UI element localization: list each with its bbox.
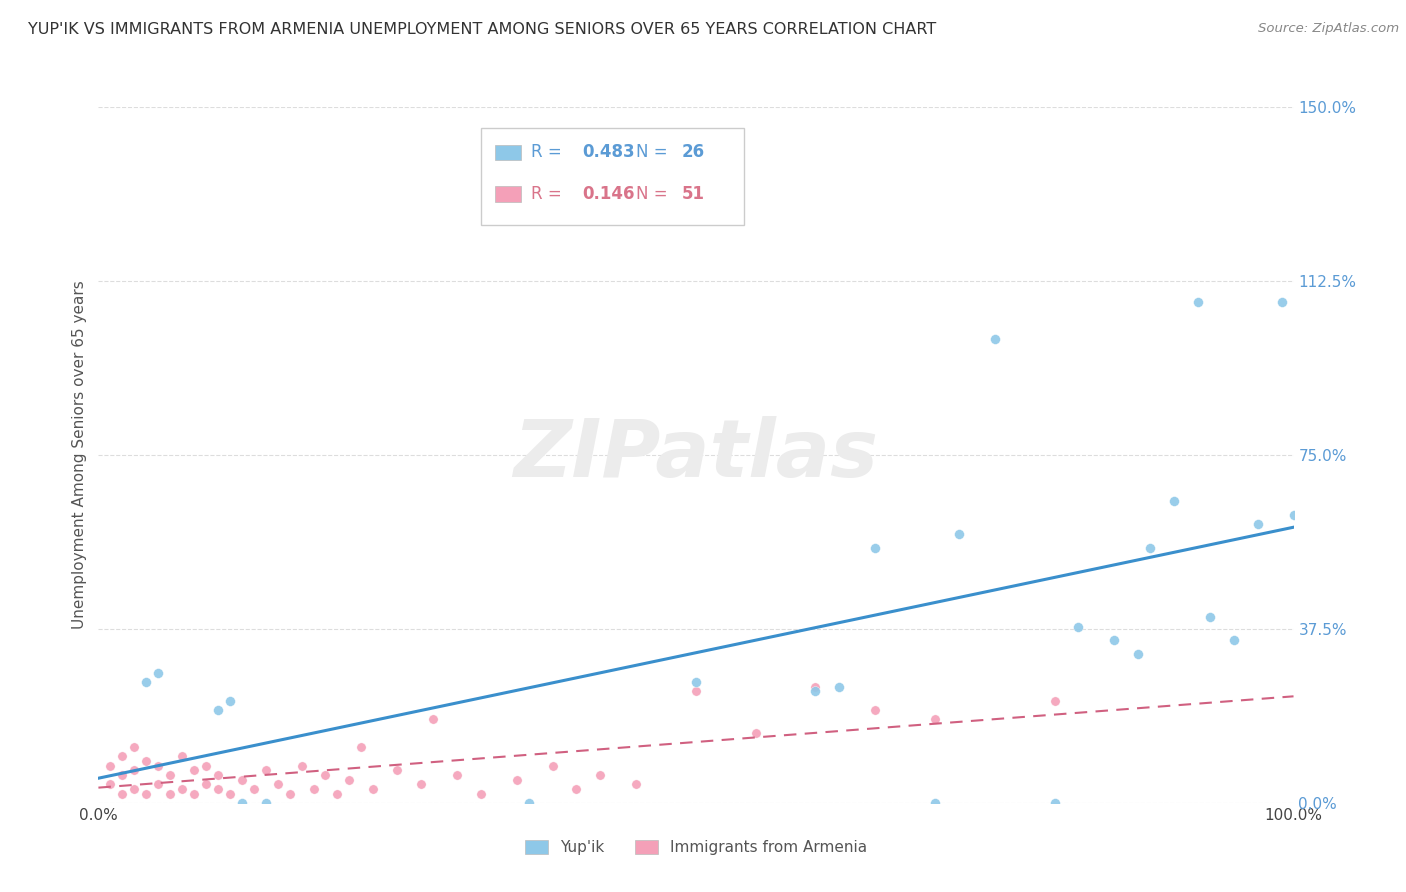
Point bbox=[1271, 294, 1294, 309]
Point bbox=[422, 712, 444, 726]
Point bbox=[159, 768, 181, 782]
Point bbox=[685, 684, 707, 698]
Point bbox=[446, 768, 468, 782]
Point bbox=[1163, 494, 1185, 508]
Point bbox=[517, 796, 540, 810]
Point bbox=[363, 781, 385, 796]
Point bbox=[1222, 633, 1246, 648]
Point bbox=[135, 675, 157, 690]
Point bbox=[804, 684, 827, 698]
Text: R =: R = bbox=[531, 144, 567, 161]
Point bbox=[148, 758, 170, 772]
Point bbox=[254, 764, 277, 778]
Text: YUP'IK VS IMMIGRANTS FROM ARMENIA UNEMPLOYMENT AMONG SENIORS OVER 65 YEARS CORRE: YUP'IK VS IMMIGRANTS FROM ARMENIA UNEMPL… bbox=[28, 22, 936, 37]
Point bbox=[207, 703, 229, 717]
Point bbox=[231, 772, 253, 787]
Point bbox=[219, 694, 242, 708]
FancyBboxPatch shape bbox=[481, 128, 744, 226]
Text: ZIPatlas: ZIPatlas bbox=[513, 416, 879, 494]
Point bbox=[470, 787, 492, 801]
Text: N =: N = bbox=[636, 185, 673, 203]
Point bbox=[804, 680, 827, 694]
Point bbox=[207, 781, 229, 796]
Point bbox=[337, 772, 360, 787]
Text: 26: 26 bbox=[682, 144, 704, 161]
Point bbox=[231, 796, 253, 810]
Point bbox=[745, 726, 768, 740]
Point bbox=[506, 772, 529, 787]
Point bbox=[589, 768, 612, 782]
Point bbox=[1128, 648, 1150, 662]
Text: Source: ZipAtlas.com: Source: ZipAtlas.com bbox=[1258, 22, 1399, 36]
Point bbox=[326, 787, 349, 801]
Text: N =: N = bbox=[636, 144, 673, 161]
Point bbox=[1246, 517, 1268, 532]
Legend: Yup'ik, Immigrants from Armenia: Yup'ik, Immigrants from Armenia bbox=[519, 834, 873, 862]
Bar bbox=[495, 186, 522, 202]
Point bbox=[111, 787, 134, 801]
Point bbox=[111, 749, 134, 764]
Point bbox=[828, 680, 851, 694]
Point bbox=[1043, 796, 1066, 810]
Point bbox=[194, 758, 217, 772]
Point bbox=[267, 777, 290, 791]
Point bbox=[124, 740, 146, 755]
Point bbox=[1043, 694, 1066, 708]
Text: 0.483: 0.483 bbox=[582, 144, 636, 161]
Point bbox=[148, 777, 170, 791]
Point bbox=[1187, 294, 1209, 309]
Point bbox=[315, 768, 337, 782]
Point bbox=[148, 665, 170, 680]
Point bbox=[863, 541, 886, 555]
Point bbox=[219, 787, 242, 801]
Point bbox=[172, 781, 194, 796]
Point bbox=[159, 787, 181, 801]
Point bbox=[278, 787, 301, 801]
Point bbox=[207, 768, 229, 782]
Point bbox=[1282, 508, 1305, 523]
Y-axis label: Unemployment Among Seniors over 65 years: Unemployment Among Seniors over 65 years bbox=[72, 281, 87, 629]
Point bbox=[411, 777, 433, 791]
Point bbox=[863, 703, 886, 717]
Point bbox=[541, 758, 564, 772]
Point bbox=[183, 787, 205, 801]
Point bbox=[350, 740, 373, 755]
Point bbox=[1198, 610, 1220, 624]
Point bbox=[290, 758, 312, 772]
Point bbox=[565, 781, 588, 796]
Point bbox=[172, 749, 194, 764]
Point bbox=[924, 712, 946, 726]
Point bbox=[98, 777, 122, 791]
Point bbox=[111, 768, 134, 782]
Point bbox=[194, 777, 217, 791]
Point bbox=[1102, 633, 1125, 648]
Point bbox=[183, 764, 205, 778]
Point bbox=[385, 764, 409, 778]
Point bbox=[983, 332, 1005, 346]
Point bbox=[302, 781, 325, 796]
Text: 51: 51 bbox=[682, 185, 704, 203]
Point bbox=[1067, 619, 1090, 633]
Point bbox=[1139, 541, 1161, 555]
Point bbox=[624, 777, 647, 791]
Point bbox=[254, 796, 277, 810]
Text: 0.146: 0.146 bbox=[582, 185, 636, 203]
Point bbox=[948, 526, 970, 541]
Bar bbox=[495, 145, 522, 160]
Point bbox=[243, 781, 266, 796]
Text: R =: R = bbox=[531, 185, 567, 203]
Point bbox=[135, 754, 157, 768]
Point bbox=[124, 781, 146, 796]
Point bbox=[124, 764, 146, 778]
Point bbox=[135, 787, 157, 801]
Point bbox=[98, 758, 122, 772]
Point bbox=[685, 675, 707, 690]
Point bbox=[924, 796, 946, 810]
